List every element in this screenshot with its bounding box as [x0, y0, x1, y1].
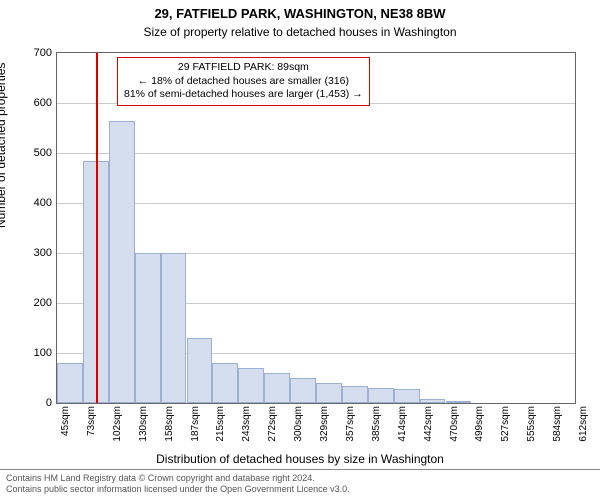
gridline	[57, 153, 575, 154]
x-tick-label: 272sqm	[267, 406, 278, 456]
y-tick-label: 100	[12, 347, 52, 359]
annotation-line-1: 29 FATFIELD PARK: 89sqm	[124, 61, 363, 75]
x-tick-label: 584sqm	[552, 406, 563, 456]
annotation-line-2: ← 18% of detached houses are smaller (31…	[124, 75, 363, 89]
y-tick-label: 500	[12, 147, 52, 159]
histogram-bar	[109, 121, 135, 404]
y-tick-label: 0	[12, 397, 52, 409]
y-tick-label: 200	[12, 297, 52, 309]
footer-line-1: Contains HM Land Registry data © Crown c…	[6, 473, 594, 484]
histogram-bar	[238, 368, 264, 403]
x-tick-label: 45sqm	[60, 406, 71, 456]
chart-title: 29, FATFIELD PARK, WASHINGTON, NE38 8BW	[0, 0, 600, 23]
x-tick-label: 527sqm	[500, 406, 511, 456]
x-tick-label: 357sqm	[345, 406, 356, 456]
histogram-bar	[342, 386, 368, 404]
x-tick-label: 470sqm	[449, 406, 460, 456]
gridline	[57, 203, 575, 204]
histogram-bar	[264, 373, 290, 403]
x-tick-label: 187sqm	[190, 406, 201, 456]
x-tick-label: 612sqm	[578, 406, 589, 456]
property-marker-line	[96, 53, 98, 403]
y-tick-label: 400	[12, 197, 52, 209]
x-tick-label: 215sqm	[215, 406, 226, 456]
marker-annotation: 29 FATFIELD PARK: 89sqm ← 18% of detache…	[117, 57, 370, 106]
footer-line-2: Contains public sector information licen…	[6, 484, 594, 495]
annotation-line-3: 81% of semi-detached houses are larger (…	[124, 88, 363, 102]
histogram-bar	[161, 253, 187, 403]
x-tick-label: 102sqm	[112, 406, 123, 456]
histogram-bar	[446, 401, 472, 404]
x-tick-label: 130sqm	[138, 406, 149, 456]
histogram-bar	[135, 253, 161, 403]
y-axis-label: Number of detached properties	[0, 63, 8, 228]
histogram-bar	[316, 383, 342, 403]
x-tick-label: 243sqm	[241, 406, 252, 456]
x-tick-label: 414sqm	[397, 406, 408, 456]
histogram-bar	[57, 363, 83, 403]
x-tick-label: 329sqm	[319, 406, 330, 456]
histogram-bar	[394, 389, 420, 403]
histogram-bar	[187, 338, 213, 403]
attribution-footer: Contains HM Land Registry data © Crown c…	[0, 469, 600, 499]
chart-container: 29, FATFIELD PARK, WASHINGTON, NE38 8BW …	[0, 0, 600, 500]
histogram-bar	[420, 399, 446, 403]
chart-subtitle: Size of property relative to detached ho…	[0, 25, 600, 39]
histogram-bar	[290, 378, 316, 403]
histogram-bar	[212, 363, 238, 403]
x-tick-label: 555sqm	[526, 406, 537, 456]
x-tick-label: 385sqm	[371, 406, 382, 456]
histogram-bar	[368, 388, 394, 403]
x-tick-label: 158sqm	[164, 406, 175, 456]
x-tick-label: 442sqm	[423, 406, 434, 456]
y-tick-label: 300	[12, 247, 52, 259]
x-tick-label: 300sqm	[293, 406, 304, 456]
x-tick-label: 499sqm	[474, 406, 485, 456]
y-tick-label: 600	[12, 97, 52, 109]
x-tick-label: 73sqm	[86, 406, 97, 456]
y-tick-label: 700	[12, 47, 52, 59]
